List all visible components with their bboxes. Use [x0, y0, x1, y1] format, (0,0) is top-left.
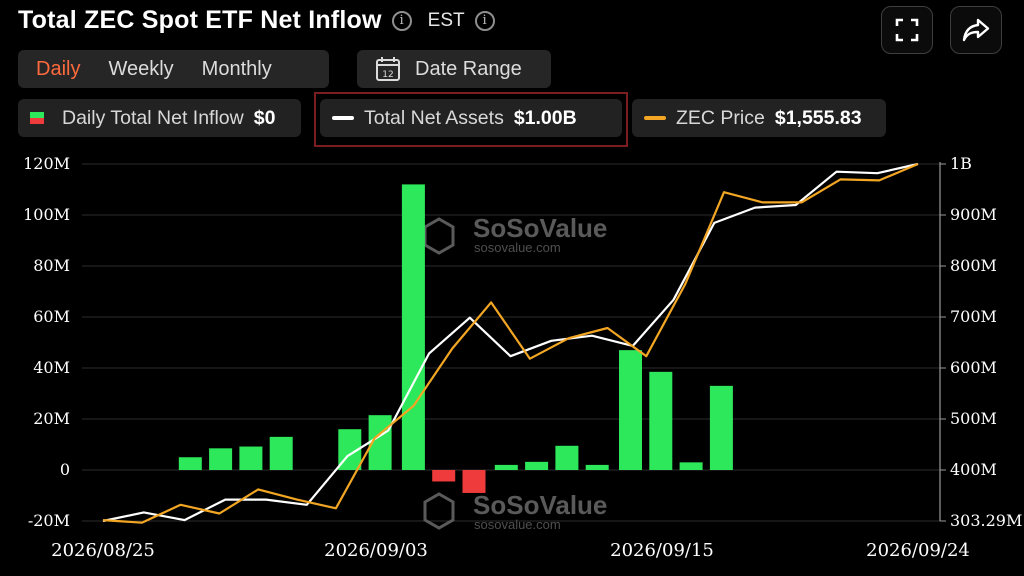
left-axis-tick: 20M	[33, 409, 70, 428]
right-axis-tick: 700M	[950, 307, 997, 326]
right-axis-tick: 600M	[950, 358, 997, 377]
legend-value: $0	[253, 106, 276, 129]
watermark-name: SoSoValue	[473, 490, 607, 520]
x-axis-tick: 2026/09/03	[324, 540, 428, 561]
share-button[interactable]	[950, 6, 1002, 54]
interval-tabs: Daily Weekly Monthly	[18, 50, 329, 88]
legend-label: Daily Total Net Inflow	[62, 106, 244, 129]
info-icon[interactable]: i	[391, 10, 412, 31]
inflow-bar	[178, 457, 202, 470]
tab-weekly[interactable]: Weekly	[108, 57, 174, 80]
x-axis-labels: 2026/08/25 2026/09/03 2026/09/15 2026/09/24	[51, 540, 970, 561]
white-line-swatch-icon	[332, 116, 354, 120]
inflow-bar	[585, 464, 609, 470]
x-axis-tick: 2026/08/25	[51, 540, 155, 561]
timezone-label: EST	[427, 9, 465, 31]
inflow-bar	[679, 462, 703, 470]
watermark-name: SoSoValue	[473, 213, 607, 243]
right-axis-tick: 303.29M	[950, 511, 1022, 530]
fullscreen-icon	[895, 18, 919, 42]
left-axis-tick: 80M	[33, 256, 70, 275]
left-axis-labels: 120M 100M 80M 60M 40M 20M 0 -20M	[23, 154, 70, 530]
tab-monthly[interactable]: Monthly	[201, 57, 272, 80]
inflow-bar	[494, 464, 518, 470]
left-axis-tick: 40M	[33, 358, 70, 377]
calendar-icon: 12	[376, 57, 400, 81]
outflow-bar	[432, 470, 456, 482]
legend-label: ZEC Price	[676, 106, 765, 129]
watermark-url: sosovalue.com	[474, 240, 561, 255]
timezone-info-icon[interactable]: i	[474, 10, 495, 31]
watermark-url: sosovalue.com	[474, 517, 561, 532]
legend-value: $1.00B	[513, 106, 577, 129]
left-axis-tick: 0	[60, 460, 70, 479]
right-axis-tick: 400M	[950, 460, 997, 479]
legend-total-net-assets[interactable]: Total Net Assets $1.00B	[320, 99, 622, 137]
right-axis-tick: 500M	[950, 409, 997, 428]
watermark-top: SoSoValue sosovalue.com	[423, 213, 607, 255]
inflow-bar	[269, 436, 293, 470]
x-axis-tick: 2026/09/15	[610, 540, 714, 561]
legend-zec-price[interactable]: ZEC Price $1,555.83	[632, 99, 886, 137]
inflow-bar	[555, 445, 579, 470]
right-axis-tick: 900M	[950, 205, 997, 224]
left-axis-tick: 120M	[23, 154, 70, 173]
legend-highlight-box	[314, 92, 628, 147]
legend-value: $1,555.83	[774, 106, 862, 129]
inflow-bar	[619, 350, 642, 470]
date-range-label: Date Range	[415, 57, 522, 80]
left-axis-tick: -20M	[28, 511, 70, 530]
chart-title: Total ZEC Spot ETF Net Inflow	[18, 6, 382, 34]
legend-daily-inflow[interactable]: Daily Total Net Inflow $0	[18, 99, 301, 137]
right-axis-labels: 1B 900M 800M 700M 600M 500M 400M 303.29M	[940, 154, 1022, 530]
title-row: Total ZEC Spot ETF Net Inflow i EST i	[18, 6, 495, 35]
fullscreen-button[interactable]	[881, 6, 933, 54]
left-axis-tick: 100M	[23, 205, 70, 224]
watermark-bottom: SoSoValue sosovalue.com	[423, 490, 607, 532]
watermark-group: SoSoValue sosovalue.com SoSoValue sosova…	[423, 213, 607, 532]
share-icon	[962, 18, 990, 42]
inflow-bar	[649, 371, 673, 470]
legend-label: Total Net Assets	[364, 106, 504, 129]
calendar-day: 12	[382, 70, 393, 80]
inflow-bar	[239, 446, 263, 470]
left-axis-tick: 60M	[33, 307, 70, 326]
inflow-bar	[709, 385, 733, 470]
zec-price-line	[102, 162, 919, 524]
right-axis-tick: 1B	[950, 154, 972, 173]
tab-daily[interactable]: Daily	[36, 57, 81, 80]
bar-series	[178, 184, 733, 493]
date-range-button[interactable]: 12 Date Range	[357, 50, 551, 88]
inflow-bar	[401, 184, 425, 470]
total-net-assets-line	[102, 162, 919, 523]
orange-line-swatch-icon	[644, 116, 666, 120]
x-axis-tick: 2026/09/24	[866, 540, 970, 561]
right-axis-tick: 800M	[950, 256, 997, 275]
green-red-bar-swatch-icon	[30, 112, 44, 124]
inflow-bar	[525, 461, 549, 470]
outflow-bar	[462, 470, 486, 493]
inflow-bar	[209, 448, 233, 470]
line-series	[102, 162, 919, 524]
